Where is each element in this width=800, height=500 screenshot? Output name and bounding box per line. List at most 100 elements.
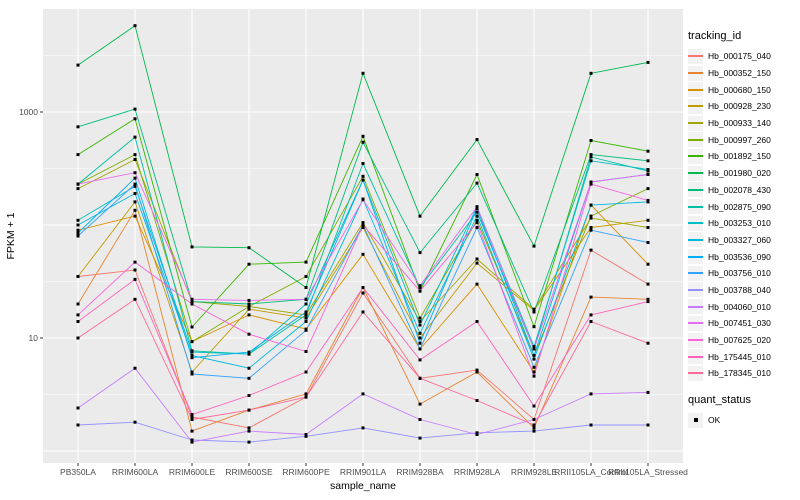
legend-key-line-icon	[688, 215, 703, 231]
data-point	[532, 345, 536, 349]
legend-entry-label: Hb_002078_430	[708, 184, 771, 195]
legend-entry-label: Hb_001892_150	[708, 151, 771, 162]
data-point	[133, 107, 137, 111]
data-point	[361, 174, 365, 178]
data-point	[76, 320, 80, 323]
data-point	[133, 192, 137, 195]
legend-entry: Hb_002078_430	[688, 182, 800, 199]
data-point	[361, 198, 365, 202]
data-point	[646, 60, 650, 64]
data-point	[646, 168, 650, 171]
data-point	[646, 300, 650, 304]
data-point	[76, 153, 80, 157]
data-point	[76, 406, 80, 410]
data-point	[532, 404, 536, 408]
legend-entry-label: Hb_000928_230	[708, 101, 771, 112]
data-point	[304, 433, 308, 436]
data-point	[532, 426, 536, 430]
legend-title-quant: quant_status	[688, 393, 751, 406]
legend-entry: Hb_001980_020	[688, 165, 800, 182]
legend-entry: Hb_003788_040	[688, 282, 800, 299]
legend-key-line-icon	[688, 165, 703, 181]
data-point	[133, 158, 137, 161]
legend-entry: Hb_000933_140	[688, 115, 800, 132]
x-tick-label: RRIM901LA	[340, 467, 387, 477]
data-point	[418, 376, 422, 380]
data-point	[589, 320, 593, 323]
x-tick-label: RRIM600SE	[225, 467, 273, 477]
data-point	[304, 395, 308, 399]
data-point	[646, 297, 650, 301]
legend-entry: Hb_000352_150	[688, 65, 800, 82]
data-point	[646, 226, 650, 229]
data-point	[361, 426, 365, 430]
data-point	[589, 295, 593, 299]
data-point	[418, 331, 422, 335]
data-point	[361, 392, 365, 396]
data-point	[418, 341, 422, 345]
legend: tracking_id Hb_000175_040 Hb_000352_150 Hb…	[688, 30, 800, 428]
legend-key-line-icon	[688, 98, 703, 114]
x-tick-label: RRIM600LE	[169, 467, 216, 477]
y-tick-label: 10	[29, 333, 39, 343]
data-point	[190, 340, 194, 344]
data-point	[532, 325, 536, 329]
legend-entry: Hb_000928_230	[688, 98, 800, 115]
legend-entry-label: Hb_003253_010	[708, 218, 771, 229]
legend-entry-label: Hb_003536_090	[708, 251, 771, 262]
data-point	[133, 24, 137, 28]
y-tick-label: 1000	[19, 107, 38, 117]
legend-entry: Hb_000997_260	[688, 131, 800, 148]
data-point	[418, 214, 422, 218]
data-point	[475, 282, 479, 286]
legend-entry-label: Hb_178345_010	[708, 368, 771, 379]
legend-key-line-icon	[688, 82, 703, 98]
data-point	[589, 214, 593, 218]
data-point	[304, 313, 308, 317]
data-point	[475, 207, 479, 210]
data-point	[475, 257, 479, 261]
data-point	[133, 214, 137, 218]
data-point	[361, 223, 365, 227]
data-point	[76, 275, 80, 278]
data-point	[247, 313, 251, 317]
data-point	[361, 226, 365, 229]
legend-key-line-icon	[688, 332, 703, 348]
data-point	[361, 162, 365, 165]
data-point	[475, 214, 479, 218]
data-point	[76, 223, 80, 227]
data-point	[589, 313, 593, 317]
data-point	[418, 358, 422, 362]
legend-entry-label: OK	[708, 415, 721, 426]
data-point	[475, 433, 479, 436]
data-point	[76, 234, 80, 238]
data-point	[589, 153, 593, 157]
data-point	[475, 181, 479, 185]
data-point	[304, 392, 308, 396]
data-point	[190, 418, 194, 421]
data-point	[475, 210, 479, 214]
x-tick-label: RRIM928LA	[454, 467, 501, 477]
data-point	[133, 153, 137, 157]
legend-entry: Hb_007625_020	[688, 332, 800, 349]
data-point	[646, 262, 650, 266]
legend-key-line-icon	[688, 349, 703, 365]
data-point	[247, 426, 251, 430]
data-point	[247, 246, 251, 250]
legend-entry-label: Hb_004060_010	[708, 301, 771, 312]
legend-key-line-icon	[688, 65, 703, 81]
data-point	[76, 125, 80, 129]
data-point	[190, 370, 194, 374]
data-point	[190, 302, 194, 306]
data-point	[589, 71, 593, 75]
data-point	[247, 307, 251, 311]
data-point	[304, 310, 308, 314]
legend-entry-label: Hb_007451_030	[708, 318, 771, 329]
data-point	[418, 336, 422, 340]
legend-entry: Hb_175445_010	[688, 348, 800, 365]
legend-key-line-icon	[688, 199, 703, 215]
data-point	[247, 429, 251, 433]
legend-entry-label: Hb_003788_040	[708, 284, 771, 295]
data-point	[475, 138, 479, 142]
